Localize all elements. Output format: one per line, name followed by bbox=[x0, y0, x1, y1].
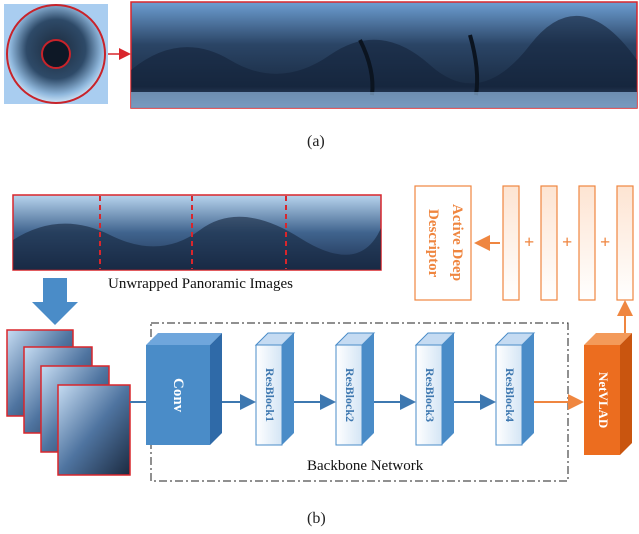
resblock2 bbox=[334, 332, 376, 446]
resblock4 bbox=[494, 332, 536, 446]
resblock2-label: ResBlock2 bbox=[343, 368, 357, 422]
plus-3: + bbox=[600, 232, 611, 252]
resblock1 bbox=[254, 332, 296, 446]
conv-block bbox=[146, 333, 222, 445]
panoramic-image-top bbox=[130, 1, 638, 109]
caption-a: (a) bbox=[307, 133, 325, 150]
fisheye-image bbox=[4, 4, 108, 104]
descriptor-label-line2: Descriptor bbox=[425, 208, 441, 278]
netvlad-label: NetVLAD bbox=[596, 371, 611, 429]
resblock3 bbox=[414, 332, 456, 446]
descriptor-label-line1: Active Deep bbox=[449, 204, 465, 282]
panorama-label: Unwrapped Panoramic Images bbox=[108, 276, 293, 292]
plus-2: + bbox=[562, 232, 573, 252]
image-stack bbox=[6, 329, 131, 476]
resblock4-label: ResBlock4 bbox=[503, 368, 517, 422]
caption-b: (b) bbox=[307, 510, 326, 527]
plus-1: + bbox=[524, 232, 535, 252]
down-arrow bbox=[32, 278, 78, 325]
backbone-label: Backbone Network bbox=[307, 458, 424, 474]
resblock3-label: ResBlock3 bbox=[423, 368, 437, 422]
resblock1-label: ResBlock1 bbox=[263, 368, 277, 422]
descriptor-bars bbox=[502, 185, 634, 301]
netvlad-block bbox=[584, 333, 632, 455]
conv-label: Conv bbox=[170, 377, 186, 413]
descriptor-box bbox=[414, 185, 472, 301]
panoramic-image-split bbox=[12, 194, 382, 271]
